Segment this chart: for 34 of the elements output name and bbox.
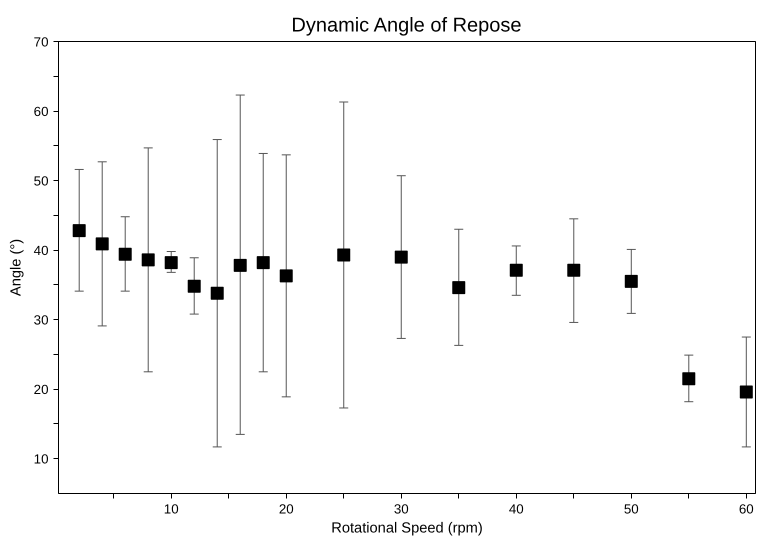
point	[256, 256, 270, 270]
point	[188, 280, 201, 293]
x-tick-label: 60	[738, 502, 754, 516]
y-tick-label: 10	[34, 452, 49, 467]
y-tick-label: 20	[34, 382, 49, 398]
point	[210, 286, 224, 300]
point	[72, 224, 86, 238]
y-axis-title: Angle (°)	[8, 238, 25, 296]
point	[624, 274, 638, 288]
point	[337, 248, 350, 262]
y-tick-label: 70	[34, 34, 49, 50]
point	[280, 269, 293, 282]
point	[452, 281, 466, 294]
x-axis-title: Rotational Speed (rpm)	[331, 520, 483, 536]
point	[96, 237, 109, 250]
point	[510, 264, 523, 277]
y-tick-label: 30	[34, 312, 49, 328]
point	[118, 248, 132, 261]
point	[740, 385, 753, 398]
x-tick-label: 10	[164, 502, 179, 516]
y-tick-label: 50	[34, 174, 49, 189]
point	[567, 264, 580, 277]
x-tick-label: 20	[278, 502, 294, 516]
point	[682, 372, 696, 386]
point	[164, 256, 178, 270]
point	[394, 250, 408, 264]
point	[234, 258, 247, 272]
chart-title: Dynamic Angle of Repose	[291, 14, 522, 36]
y-tick-label: 40	[34, 243, 49, 258]
point	[142, 253, 155, 266]
x-tick-label: 30	[394, 502, 409, 516]
y-tick-label: 60	[34, 104, 49, 120]
x-tick-label: 40	[508, 502, 524, 516]
x-tick-label: 50	[624, 502, 639, 516]
